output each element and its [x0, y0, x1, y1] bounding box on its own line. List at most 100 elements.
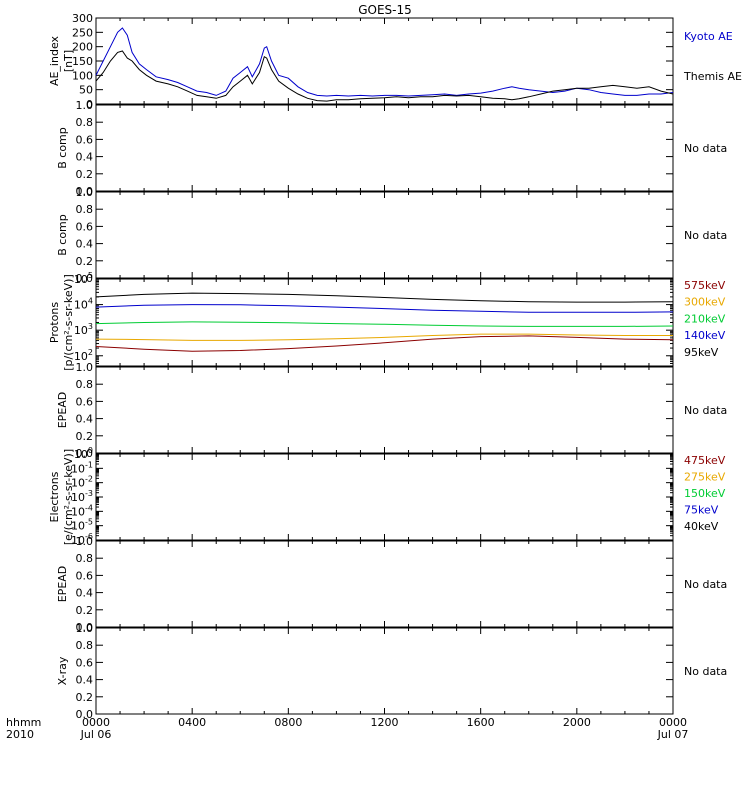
y-tick-label: 250	[72, 26, 93, 39]
series-95kev	[95, 292, 674, 303]
y-tick-label: 50	[79, 84, 93, 97]
y-tick-label: 10-1	[71, 460, 93, 475]
y-axis-label: X-ray	[56, 656, 69, 685]
y-tick-label: 0.8	[76, 116, 94, 129]
y-tick-label: 10-4	[71, 503, 93, 518]
panel-frame	[95, 104, 674, 192]
y-tick-label: 1.0	[76, 186, 94, 199]
y-tick-label: 1.0	[76, 99, 94, 112]
y-tick-label: 0.0	[76, 185, 94, 198]
y-tick-label: 0.0	[76, 447, 94, 460]
y-tick-label: 103	[74, 322, 93, 337]
y-tick-label: 0.4	[76, 151, 94, 164]
x-tick-label: 1200	[371, 716, 399, 729]
y-tick-label: 104	[74, 297, 93, 312]
series-140kev	[95, 304, 674, 313]
legend-95kev: 95keV	[684, 346, 719, 359]
chart-title: GOES-15	[358, 3, 412, 17]
x-row-label-year: 2010	[6, 728, 34, 741]
y-tick-label: 0.4	[76, 587, 94, 600]
legend-themis-ae: Themis AE	[683, 70, 742, 83]
panel-frame	[95, 627, 674, 715]
legend-275kev: 275keV	[684, 471, 726, 484]
legend-475kev: 475keV	[684, 454, 726, 467]
panel-frame	[95, 540, 674, 628]
y-tick-label: 0.0	[76, 621, 94, 634]
y-axis-label: B comp	[56, 127, 69, 169]
y-tick-label: 1.0	[76, 622, 94, 635]
y-tick-label: 0.6	[76, 569, 94, 582]
series-themis-ae	[95, 50, 674, 102]
y-tick-label: 0.2	[76, 168, 94, 181]
y-tick-label: 0.6	[76, 395, 94, 408]
y-tick-label: 10-6	[71, 532, 93, 547]
no-data-label: No data	[684, 229, 727, 242]
y-tick-label: 0.6	[76, 220, 94, 233]
y-tick-label: 0.2	[76, 604, 94, 617]
y-axis-label: AE_index	[48, 35, 61, 86]
legend-150kev: 150keV	[684, 487, 726, 500]
y-tick-label: 0.6	[76, 133, 94, 146]
y-tick-label: 1.0	[76, 535, 94, 548]
y-axis-label: [p/(cm²-s-sr-keV)]	[62, 274, 75, 371]
y-tick-label: 0.8	[76, 378, 94, 391]
y-tick-label: 1.0	[76, 361, 94, 374]
x-tick-sublabel: Jul 06	[80, 728, 112, 741]
y-tick-label: 0.0	[76, 708, 94, 721]
x-tick-label: 0800	[274, 716, 302, 729]
y-axis-label: B comp	[56, 214, 69, 256]
x-tick-label: 0400	[178, 716, 206, 729]
panel-frame	[95, 17, 674, 105]
no-data-label: No data	[684, 578, 727, 591]
y-tick-label: 0.0	[76, 272, 94, 285]
y-tick-label: 0.4	[76, 413, 94, 426]
legend-210kev: 210keV	[684, 312, 726, 325]
y-tick-label: 10-2	[71, 475, 93, 490]
y-tick-label: 200	[72, 41, 93, 54]
no-data-label: No data	[684, 665, 727, 678]
y-tick-label: 0.4	[76, 674, 94, 687]
y-tick-label: 150	[72, 55, 93, 68]
series-kyoto-ae	[95, 27, 674, 97]
y-tick-label: 0.8	[76, 203, 94, 216]
series-300kev	[95, 333, 673, 341]
legend-75kev: 75keV	[684, 504, 719, 517]
legend-40kev: 40keV	[684, 520, 719, 533]
panel-frame	[95, 366, 674, 454]
y-tick-label: 100	[74, 446, 93, 461]
y-tick-label: 0.8	[76, 639, 94, 652]
x-tick-label: 1600	[467, 716, 495, 729]
y-tick-label: 0.2	[76, 255, 94, 268]
panel-protons: 102 103 104 105 Protons [p/(cm²-s-sr-keV)] 575…	[48, 271, 726, 371]
no-data-label: No data	[684, 404, 727, 417]
y-axis-label: Electrons	[48, 471, 61, 522]
panel-frame	[95, 453, 674, 541]
y-tick-label: 0	[86, 98, 93, 111]
panel-b2: 0.0 0.2 0.4 0.6 0.8 1.0 B comp No data	[56, 186, 727, 285]
y-tick-label: 10-3	[71, 489, 93, 504]
y-tick-label: 0.4	[76, 238, 94, 251]
y-tick-label: 105	[74, 271, 93, 286]
x-tick-sublabel: Jul 07	[657, 728, 689, 741]
panel-xray: 0.0 0.2 0.4 0.6 0.8 1.0 X-ray No data	[56, 622, 727, 721]
x-tick-label: 0000	[82, 716, 110, 729]
series-210kev	[95, 321, 674, 327]
legend-300kev: 300keV	[684, 296, 726, 309]
y-axis-label: EPEAD	[56, 392, 69, 429]
y-axis-label: EPEAD	[56, 566, 69, 603]
y-tick-label: 0.8	[76, 552, 94, 565]
y-tick-label: 0.2	[76, 691, 94, 704]
y-axis-label: [nT]	[62, 50, 75, 72]
panel-b1: 0.0 0.2 0.4 0.6 0.8 1.0 B comp No data	[56, 99, 727, 198]
y-axis-label: Protons	[48, 302, 61, 343]
y-tick-label: 0.2	[76, 430, 94, 443]
y-tick-label: 0.6	[76, 656, 94, 669]
y-tick-label: 100	[72, 69, 93, 82]
x-tick-label: 0000	[659, 716, 687, 729]
no-data-label: No data	[684, 142, 727, 155]
